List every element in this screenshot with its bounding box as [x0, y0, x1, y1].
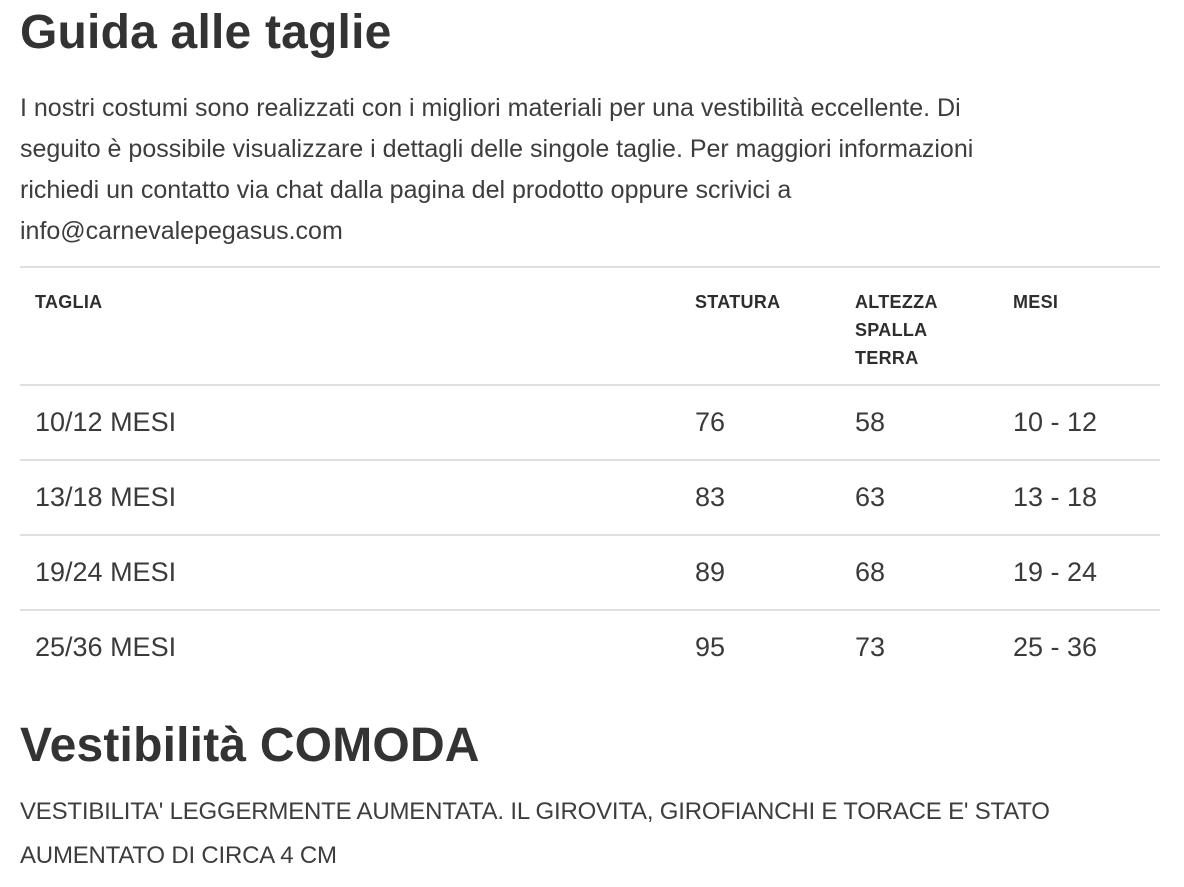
page-title: Guida alle taglie	[20, 6, 392, 59]
table-header-row: TAGLIA STATURA ALTEZZA SPALLA TERRA MESI	[20, 266, 1160, 386]
table-row: 19/24 MESI 89 68 19 - 24	[20, 535, 1160, 611]
fit-description-line: VESTIBILITA' LEGGERMENTE AUMENTATA. IL G…	[20, 798, 1050, 825]
fit-description-line: AUMENTATO DI CIRCA 4 CM	[20, 842, 337, 869]
cell-statura: 76	[680, 385, 840, 461]
intro-line: richiedi un contatto via chat dalla pagi…	[20, 176, 792, 204]
cell-statura: 83	[680, 460, 840, 536]
contact-email: info@carnevalepegasus.com	[20, 217, 343, 245]
cell-mesi: 10 - 12	[998, 385, 1160, 461]
cell-mesi: 13 - 18	[998, 460, 1160, 536]
intro-paragraph: I nostri costumi sono realizzati con i m…	[20, 88, 1164, 252]
cell-altezza: 63	[840, 460, 998, 536]
table-row: 13/18 MESI 83 63 13 - 18	[20, 460, 1160, 536]
cell-statura: 89	[680, 535, 840, 611]
cell-altezza: 58	[840, 385, 998, 461]
column-header-altezza-spalla-terra: ALTEZZA SPALLA TERRA	[840, 266, 998, 386]
cell-taglia: 25/36 MESI	[35, 632, 177, 662]
column-header-taglia: TAGLIA	[20, 266, 680, 386]
cell-altezza: 68	[840, 535, 998, 611]
table-row: 25/36 MESI 95 73 25 - 36	[20, 610, 1160, 684]
intro-line: seguito è possibile visualizzare i detta…	[20, 135, 974, 163]
cell-mesi: 19 - 24	[998, 535, 1160, 611]
cell-altezza: 73	[855, 632, 886, 662]
cell-taglia: 13/18 MESI	[20, 460, 680, 536]
cell-taglia: 19/24 MESI	[20, 535, 680, 611]
column-header-statura: STATURA	[680, 266, 840, 386]
fit-heading: Vestibilità COMODA	[20, 719, 480, 772]
column-header-mesi: MESI	[998, 266, 1160, 386]
cell-mesi: 25 - 36	[1013, 632, 1098, 662]
size-chart-table: TAGLIA STATURA ALTEZZA SPALLA TERRA MESI…	[20, 266, 1160, 684]
fit-description: VESTIBILITA' LEGGERMENTE AUMENTATA. IL G…	[20, 790, 1164, 878]
table-row: 10/12 MESI 76 58 10 - 12	[20, 385, 1160, 461]
intro-line: I nostri costumi sono realizzati con i m…	[20, 94, 961, 122]
cell-taglia: 10/12 MESI	[20, 385, 680, 461]
cell-statura: 95	[695, 632, 726, 662]
